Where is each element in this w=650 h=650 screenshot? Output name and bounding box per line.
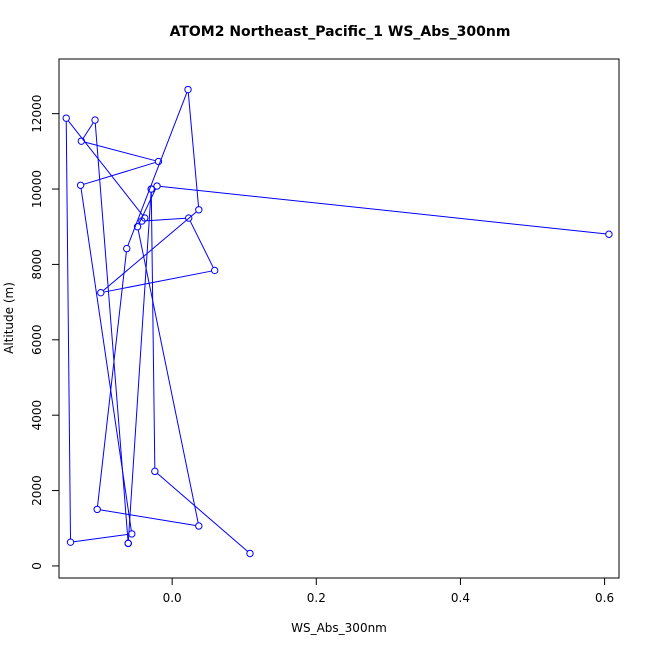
data-point bbox=[66, 538, 75, 546]
data-point bbox=[138, 217, 146, 225]
data-point bbox=[93, 505, 101, 514]
series-segment bbox=[65, 121, 71, 539]
series-segment bbox=[83, 161, 156, 185]
x-tick-label: 0.2 bbox=[307, 591, 326, 605]
data-point bbox=[153, 182, 161, 190]
y-axis: 0 2000 4000 6000 8000 10000 12000 bbox=[30, 95, 60, 570]
series-segment bbox=[189, 220, 214, 268]
series-segment bbox=[100, 509, 196, 526]
series-segment bbox=[103, 270, 212, 293]
series-segment bbox=[97, 251, 127, 507]
y-tick-label: 10000 bbox=[30, 170, 44, 208]
series-segment bbox=[150, 192, 156, 469]
series-layer bbox=[62, 85, 613, 558]
data-point bbox=[124, 539, 132, 548]
data-point bbox=[605, 230, 613, 238]
data-point bbox=[147, 185, 155, 193]
series-segment bbox=[102, 211, 197, 291]
series-segment bbox=[67, 120, 144, 216]
y-tick-label: 6000 bbox=[30, 325, 44, 356]
y-tick-label: 8000 bbox=[30, 249, 44, 280]
series-segment bbox=[137, 229, 199, 523]
data-point bbox=[184, 85, 192, 94]
data-point bbox=[185, 214, 193, 222]
x-tick-label: 0.4 bbox=[451, 591, 470, 605]
data-point bbox=[151, 467, 159, 476]
x-axis: 0.0 0.2 0.4 0.6 bbox=[163, 577, 614, 605]
series-segment bbox=[80, 188, 132, 531]
data-point bbox=[133, 223, 142, 231]
series-segment bbox=[156, 473, 248, 552]
series-segment bbox=[127, 92, 188, 246]
data-point bbox=[210, 266, 219, 275]
data-point bbox=[77, 137, 86, 145]
series-segment bbox=[82, 122, 94, 139]
data-point bbox=[76, 181, 85, 189]
data-point bbox=[123, 244, 131, 253]
series-segment bbox=[160, 185, 606, 235]
y-axis-label: Altitude (m) bbox=[2, 282, 16, 354]
series-segment bbox=[145, 217, 186, 222]
data-point bbox=[97, 288, 105, 297]
y-tick-label: 4000 bbox=[30, 400, 44, 431]
series-segment bbox=[84, 141, 156, 162]
data-point bbox=[195, 522, 203, 530]
y-tick-label: 2000 bbox=[30, 475, 44, 506]
x-tick-label: 0.0 bbox=[163, 591, 182, 605]
data-point bbox=[246, 549, 254, 558]
data-point bbox=[91, 116, 99, 124]
series-segment bbox=[187, 92, 200, 207]
series-segment bbox=[73, 533, 129, 543]
data-point bbox=[128, 530, 136, 538]
data-point bbox=[195, 206, 203, 214]
x-axis-label: WS_Abs_300nm bbox=[291, 621, 387, 635]
data-point bbox=[62, 114, 70, 122]
y-tick-label: 0 bbox=[30, 562, 44, 570]
chart-title: ATOM2 Northeast_Pacific_1 WS_Abs_300nm bbox=[170, 24, 511, 40]
data-point bbox=[154, 157, 163, 166]
x-tick-label: 0.6 bbox=[595, 591, 614, 605]
y-tick-label: 12000 bbox=[30, 95, 44, 133]
series-segment bbox=[127, 192, 152, 541]
